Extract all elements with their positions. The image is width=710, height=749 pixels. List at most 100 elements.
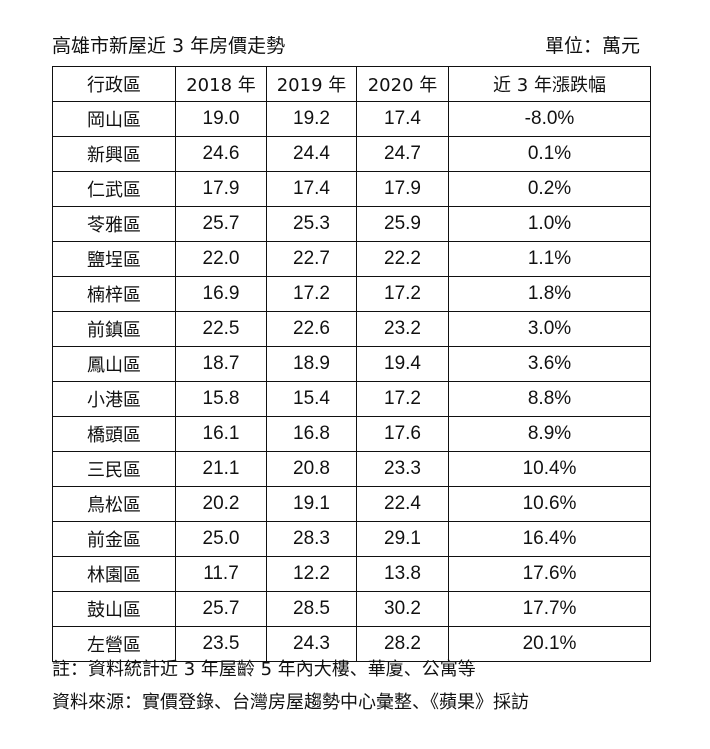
price-2020-cell: 17.6 [356,416,449,452]
price-2019-cell: 20.8 [266,451,357,487]
table-row: 鳳山區 18.7 18.9 19.4 3.6% [52,346,651,382]
price-2020-cell: 22.4 [356,486,449,522]
price-2019-cell: 25.3 [266,206,357,242]
price-2018-cell: 25.0 [175,521,267,557]
change-cell: 17.6% [448,556,651,592]
change-cell: 1.8% [448,276,651,312]
district-cell: 新興區 [52,136,176,172]
price-2020-cell: 17.2 [356,276,449,312]
price-2019-cell: 19.1 [266,486,357,522]
price-2019-cell: 28.3 [266,521,357,557]
price-2018-cell: 19.0 [175,101,267,137]
price-2018-cell: 18.7 [175,346,267,382]
column-header-2020: 2020 年 [356,66,449,102]
price-2019-cell: 15.4 [266,381,357,417]
column-header-change: 近 3 年漲跌幅 [448,66,651,102]
district-cell: 林園區 [52,556,176,592]
table-row: 前鎮區 22.5 22.6 23.2 3.0% [52,311,651,347]
price-table: 行政區 2018 年 2019 年 2020 年 近 3 年漲跌幅 岡山區 19.… [52,66,651,662]
column-header-2019: 2019 年 [266,66,357,102]
table-row: 小港區 15.8 15.4 17.2 8.8% [52,381,651,417]
price-2019-cell: 22.7 [266,241,357,277]
price-2019-cell: 22.6 [266,311,357,347]
price-2020-cell: 25.9 [356,206,449,242]
table-row: 苓雅區 25.7 25.3 25.9 1.0% [52,206,651,242]
price-2020-cell: 23.2 [356,311,449,347]
district-cell: 岡山區 [52,101,176,137]
district-cell: 橋頭區 [52,416,176,452]
table-row: 橋頭區 16.1 16.8 17.6 8.9% [52,416,651,452]
price-2018-cell: 22.5 [175,311,267,347]
price-2019-cell: 16.8 [266,416,357,452]
unit-label: 單位：萬元 [544,35,640,57]
price-2020-cell: 17.4 [356,101,449,137]
price-2020-cell: 23.3 [356,451,449,487]
change-cell: 3.6% [448,346,651,382]
table-row: 鳥松區 20.2 19.1 22.4 10.6% [52,486,651,522]
price-2019-cell: 12.2 [266,556,357,592]
price-2018-cell: 21.1 [175,451,267,487]
change-cell: 1.0% [448,206,651,242]
district-cell: 仁武區 [52,171,176,207]
source-note: 資料來源：實價登錄、台灣房屋趨勢中心彙整、《蘋果》採訪 [52,692,529,713]
page-title: 高雄市新屋近 3 年房價走勢 [52,35,286,57]
district-cell: 小港區 [52,381,176,417]
price-2018-cell: 22.0 [175,241,267,277]
table-body: 岡山區 19.0 19.2 17.4 -8.0% 新興區 24.6 24.4 24.7 0.1% 仁… [52,101,651,662]
price-2018-cell: 20.2 [175,486,267,522]
district-cell: 鼓山區 [52,591,176,627]
price-2018-cell: 17.9 [175,171,267,207]
change-cell: 0.2% [448,171,651,207]
price-2018-cell: 25.7 [175,591,267,627]
table-row: 林園區 11.7 12.2 13.8 17.6% [52,556,651,592]
price-2020-cell: 28.2 [356,626,449,662]
price-2018-cell: 25.7 [175,206,267,242]
table-row: 仁武區 17.9 17.4 17.9 0.2% [52,171,651,207]
district-cell: 苓雅區 [52,206,176,242]
district-cell: 前金區 [52,521,176,557]
district-cell: 三民區 [52,451,176,487]
table-header-row: 行政區 2018 年 2019 年 2020 年 近 3 年漲跌幅 [52,66,651,102]
price-2020-cell: 24.7 [356,136,449,172]
change-cell: 20.1% [448,626,651,662]
footnote: 註：資料統計近 3 年屋齡 5 年內大樓、華廈、公寓等 [52,659,476,680]
district-cell: 鹽埕區 [52,241,176,277]
price-2020-cell: 19.4 [356,346,449,382]
title-row: 高雄市新屋近 3 年房價走勢 單位：萬元 [52,32,650,60]
price-2020-cell: 13.8 [356,556,449,592]
district-cell: 左營區 [52,626,176,662]
price-2018-cell: 11.7 [175,556,267,592]
change-cell: 17.7% [448,591,651,627]
price-2018-cell: 16.1 [175,416,267,452]
price-2020-cell: 17.9 [356,171,449,207]
price-2018-cell: 16.9 [175,276,267,312]
price-2020-cell: 29.1 [356,521,449,557]
table-row: 前金區 25.0 28.3 29.1 16.4% [52,521,651,557]
change-cell: 3.0% [448,311,651,347]
price-2020-cell: 30.2 [356,591,449,627]
district-cell: 楠梓區 [52,276,176,312]
price-2018-cell: 15.8 [175,381,267,417]
price-2019-cell: 28.5 [266,591,357,627]
table-row: 岡山區 19.0 19.2 17.4 -8.0% [52,101,651,137]
column-header-district: 行政區 [52,66,176,102]
change-cell: 10.4% [448,451,651,487]
table-row: 鼓山區 25.7 28.5 30.2 17.7% [52,591,651,627]
table-row: 三民區 21.1 20.8 23.3 10.4% [52,451,651,487]
table-row: 左營區 23.5 24.3 28.2 20.1% [52,626,651,662]
change-cell: 8.9% [448,416,651,452]
table-row: 鹽埕區 22.0 22.7 22.2 1.1% [52,241,651,277]
column-header-2018: 2018 年 [175,66,267,102]
change-cell: 0.1% [448,136,651,172]
price-2018-cell: 23.5 [175,626,267,662]
table-row: 新興區 24.6 24.4 24.7 0.1% [52,136,651,172]
price-2020-cell: 17.2 [356,381,449,417]
change-cell: 10.6% [448,486,651,522]
price-2019-cell: 24.4 [266,136,357,172]
price-2020-cell: 22.2 [356,241,449,277]
price-2019-cell: 19.2 [266,101,357,137]
change-cell: 8.8% [448,381,651,417]
price-2018-cell: 24.6 [175,136,267,172]
price-2019-cell: 17.4 [266,171,357,207]
change-cell: 1.1% [448,241,651,277]
